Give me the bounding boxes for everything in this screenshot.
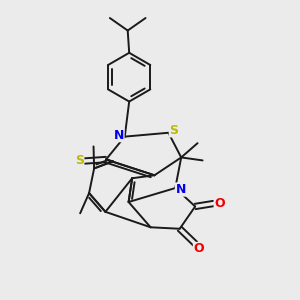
Text: S: S (75, 154, 84, 167)
Text: O: O (214, 197, 225, 210)
Text: O: O (194, 242, 204, 256)
Text: N: N (176, 183, 186, 196)
Text: N: N (114, 129, 124, 142)
Text: S: S (169, 124, 178, 137)
